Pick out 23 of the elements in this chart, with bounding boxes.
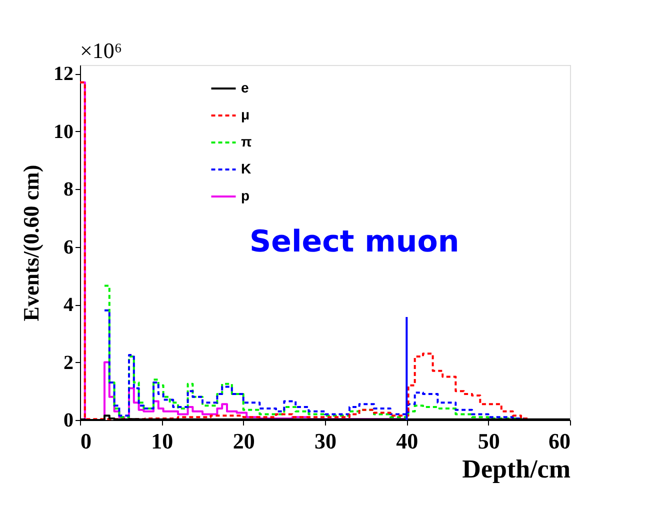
x-tick-label: 0	[80, 428, 92, 454]
legend-label: p	[241, 188, 250, 204]
x-tick-label: 30	[314, 428, 336, 454]
x-tick-label: 40	[396, 428, 418, 454]
y-tick-label: 12	[54, 63, 74, 86]
y-axis-title: Events/(0.60 cm)	[18, 164, 44, 322]
legend-label: μ	[241, 106, 250, 122]
legend-label: e	[241, 80, 249, 96]
y-tick-label: 8	[64, 178, 74, 201]
x-tick-label: 50	[478, 428, 500, 454]
x-tick-label: 10	[151, 428, 174, 454]
y-tick-label: 2	[64, 352, 74, 374]
text: ×10⁶	[80, 38, 122, 63]
annotation: Select muon	[250, 224, 460, 260]
legend-label: K	[241, 160, 252, 176]
y-tick-label: 4	[64, 294, 74, 316]
y-tick-label: 6	[64, 236, 74, 258]
y-tick-label: 0	[64, 410, 74, 432]
y-tick-label: 10	[54, 120, 74, 143]
x-tick-label: 20	[232, 428, 255, 454]
x-tick-label: 60	[548, 428, 570, 454]
x-axis-title: Depth/cm	[462, 454, 571, 484]
legend-label: π	[241, 134, 252, 150]
